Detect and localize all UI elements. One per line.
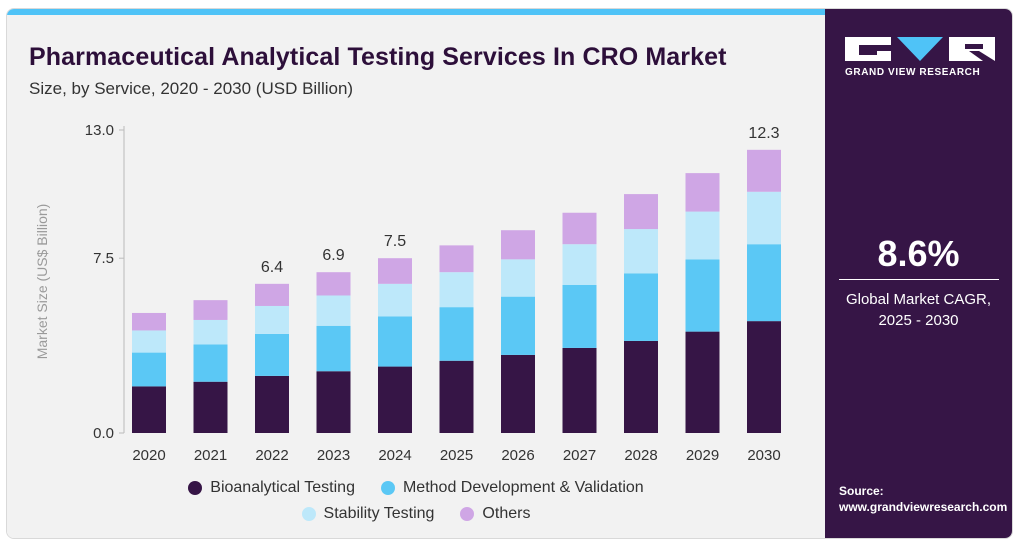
bar-segment-2020-1: [132, 352, 166, 387]
legend-item-stability-testing: Stability Testing: [301, 505, 435, 523]
bar-segment-2030-2: [747, 191, 781, 245]
bar-segment-2026-0: [501, 354, 535, 433]
bar-segment-2027-2: [562, 244, 597, 285]
bar-segment-2029-1: [685, 259, 720, 332]
bar-segment-2022-2: [255, 305, 289, 334]
bar-segment-2023-1: [316, 325, 351, 372]
bar-segment-2024-2: [378, 283, 412, 317]
legend-swatch-stability-testing: [301, 507, 316, 521]
chart-panel: 0.0 7.5 13.0 Market Size (US$ Billion) 2020 2…: [7, 15, 825, 538]
bar-segment-2027-0: [562, 347, 597, 433]
bar-segment-2029-0: [685, 331, 720, 433]
infographic-card: 0.0 7.5 13.0 Market Size (US$ Billion) 2020 2…: [6, 8, 1013, 539]
x-tick-label-2030: 2030: [747, 447, 780, 464]
x-tick-label-2020: 2020: [132, 447, 165, 464]
bar-segment-2020-2: [132, 330, 166, 353]
x-tick-label-2025: 2025: [440, 447, 473, 464]
bar-segment-2024-3: [378, 258, 412, 284]
logo-mark-v-icon: [897, 37, 943, 61]
y-tick-label: 0.0: [93, 425, 114, 442]
logo-mark-g-icon: [845, 37, 891, 61]
bar-segment-2026-2: [501, 259, 535, 297]
legend-row-2: Stability Testing Others: [7, 505, 825, 523]
source-label: Source:: [839, 484, 884, 498]
bar-segment-2021-2: [193, 319, 228, 345]
bar-segment-2028-3: [624, 194, 658, 230]
bar-segment-2026-1: [501, 296, 535, 355]
bar-segment-2027-3: [562, 212, 597, 245]
legend-swatch-others: [460, 507, 475, 521]
y-tick-label: 13.0: [85, 122, 114, 139]
bar-segment-2025-2: [439, 272, 474, 308]
legend-item-bioanalytical-testing: Bioanalytical Testing: [188, 479, 355, 497]
bar-segment-2022-1: [255, 333, 289, 376]
chart-title: Pharmaceutical Analytical Testing Servic…: [29, 43, 727, 71]
legend-item-method-development-validation: Method Development & Validation: [380, 479, 644, 497]
data-label-2023: 6.9: [322, 247, 344, 264]
bar-segment-2021-0: [193, 381, 228, 433]
bar-segment-2024-0: [378, 366, 412, 433]
bar-segment-2025-3: [439, 245, 474, 273]
logo-marks: [845, 37, 995, 61]
bar-segment-2030-1: [747, 244, 781, 322]
legend-label-bioanalytical-testing: Bioanalytical Testing: [210, 479, 355, 496]
data-label-2030: 12.3: [748, 125, 779, 142]
legend-label-stability-testing: Stability Testing: [323, 505, 435, 522]
bar-segment-2023-2: [316, 295, 351, 326]
bar-segment-2028-2: [624, 229, 658, 274]
data-label-2022: 6.4: [261, 259, 283, 276]
bar-segment-2025-0: [439, 360, 474, 433]
bar-segment-2022-0: [255, 375, 289, 433]
x-tick-label-2024: 2024: [378, 447, 411, 464]
bar-segment-2023-0: [316, 371, 351, 433]
bar-segment-2028-0: [624, 340, 658, 433]
bar-segment-2025-1: [439, 307, 474, 361]
chart-subtitle: Size, by Service, 2020 - 2030 (USD Billi…: [29, 79, 354, 98]
y-axis-title: Market Size (US$ Billion): [34, 204, 50, 360]
source-url: www.grandviewresearch.com: [839, 500, 1008, 514]
bar-segment-2029-2: [685, 211, 720, 260]
x-tick-label-2027: 2027: [563, 447, 596, 464]
legend-swatch-bioanalytical-testing: [188, 481, 203, 495]
bar-segment-2021-3: [193, 300, 228, 320]
bar-segment-2026-3: [501, 230, 535, 260]
cagr-label-line-2: 2025 - 2030: [878, 312, 959, 329]
x-tick-label-2023: 2023: [317, 447, 350, 464]
cagr-value: 8.6%: [877, 233, 960, 274]
bar-segment-2030-3: [747, 149, 781, 192]
x-tick-label-2026: 2026: [501, 447, 534, 464]
cagr-label-line-1: Global Market CAGR,: [845, 291, 992, 308]
legend-label-method-development-validation: Method Development & Validation: [402, 479, 644, 496]
bar-segment-2024-1: [378, 316, 412, 367]
cagr-side-panel: GRAND VIEW RESEARCH 8.6% Global Market C…: [825, 9, 1012, 538]
x-tick-label-2021: 2021: [194, 447, 227, 464]
bar-segment-2020-0: [132, 386, 166, 433]
bar-segment-2030-0: [747, 321, 781, 433]
legend-swatch-method-development-validation: [380, 481, 395, 495]
top-accent-bar: [7, 9, 825, 15]
x-tick-label-2029: 2029: [686, 447, 719, 464]
bar-segment-2022-3: [255, 283, 289, 306]
x-tick-label-2028: 2028: [624, 447, 657, 464]
bar-segment-2028-1: [624, 273, 658, 341]
bar-segment-2023-3: [316, 272, 351, 296]
legend-row-1: Bioanalytical Testing Method Development…: [7, 479, 825, 497]
bar-chart: 0.0 7.5 13.0 Market Size (US$ Billion) 2020 2…: [34, 122, 781, 464]
grand-view-research-logo: GRAND VIEW RESEARCH: [845, 37, 995, 78]
legend-label-others: Others: [482, 505, 531, 522]
data-label-2024: 7.5: [384, 233, 406, 250]
bar-segment-2020-3: [132, 312, 166, 331]
y-tick-label: 7.5: [93, 250, 114, 267]
bar-segment-2027-1: [562, 284, 597, 348]
cagr-label: Global Market CAGR, 2025 - 2030: [825, 289, 1012, 331]
bar-segment-2029-3: [685, 173, 720, 212]
bar-segment-2021-1: [193, 344, 228, 382]
cagr-divider: [839, 279, 999, 280]
legend-item-others: Others: [460, 505, 530, 523]
logo-mark-r-icon: [949, 37, 995, 61]
logo-wordmark: GRAND VIEW RESEARCH: [845, 67, 981, 78]
x-tick-label-2022: 2022: [255, 447, 288, 464]
